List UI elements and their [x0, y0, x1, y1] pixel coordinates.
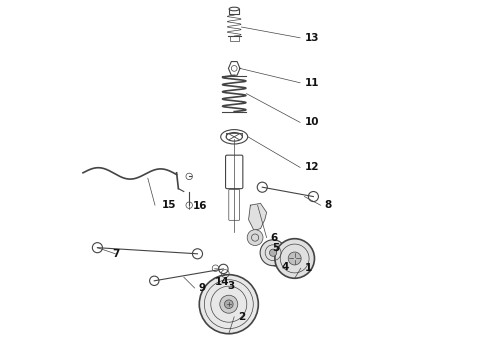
- Polygon shape: [248, 203, 267, 230]
- Text: 2: 2: [238, 312, 245, 322]
- Text: 10: 10: [304, 117, 319, 127]
- Text: 11: 11: [304, 78, 319, 88]
- Text: 5: 5: [272, 243, 279, 253]
- Text: 12: 12: [304, 162, 319, 172]
- Circle shape: [199, 275, 258, 334]
- Text: 3: 3: [227, 281, 234, 291]
- Circle shape: [270, 249, 277, 256]
- Text: 13: 13: [304, 33, 319, 43]
- Text: 4: 4: [281, 262, 289, 272]
- Text: 14: 14: [215, 276, 229, 287]
- Text: 6: 6: [270, 233, 277, 243]
- Text: 7: 7: [112, 249, 119, 259]
- Circle shape: [247, 230, 263, 246]
- Circle shape: [275, 239, 315, 278]
- Text: 15: 15: [162, 200, 177, 210]
- Circle shape: [260, 240, 286, 266]
- Circle shape: [224, 300, 233, 309]
- Circle shape: [288, 252, 301, 265]
- Text: 9: 9: [198, 283, 205, 293]
- Circle shape: [220, 295, 238, 313]
- Text: 1: 1: [304, 263, 312, 273]
- Text: 8: 8: [324, 200, 331, 210]
- Text: 16: 16: [193, 201, 207, 211]
